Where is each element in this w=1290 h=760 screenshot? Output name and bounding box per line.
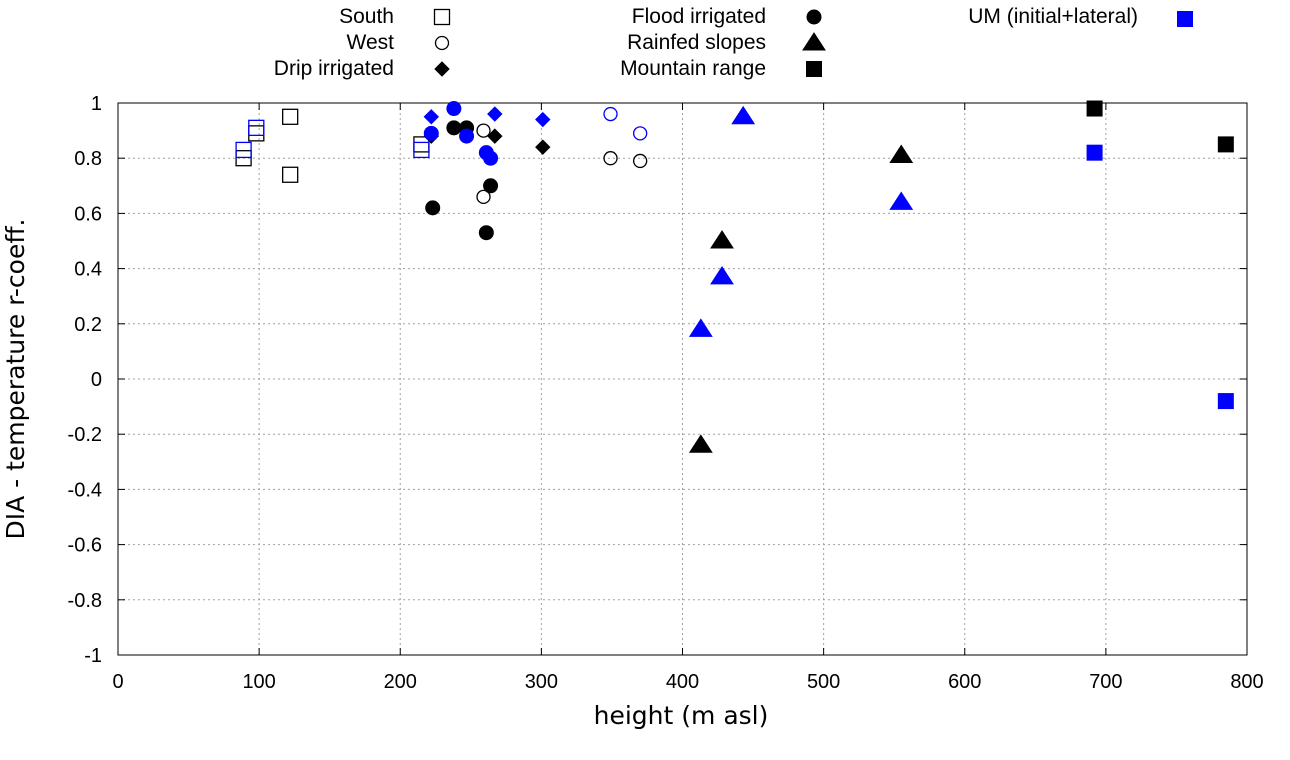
data-point bbox=[487, 106, 503, 122]
plot-frame bbox=[117, 102, 1248, 656]
data-point bbox=[446, 101, 462, 117]
y-tick-label: -0.8 bbox=[68, 590, 102, 612]
x-axis-title: height (m asl) bbox=[594, 701, 769, 730]
data-point bbox=[710, 230, 734, 249]
legend-entry: Mountain range bbox=[620, 57, 822, 80]
data-point bbox=[423, 109, 440, 125]
data-point bbox=[282, 108, 299, 125]
legend-marker bbox=[434, 61, 450, 77]
legend-label: South bbox=[339, 5, 394, 28]
data-point bbox=[688, 434, 713, 453]
data-point bbox=[889, 144, 914, 163]
y-tick-label: 0.4 bbox=[74, 259, 102, 281]
series-west bbox=[476, 123, 648, 204]
data-point bbox=[476, 123, 491, 138]
legend-entry: Rainfed slopes bbox=[627, 31, 826, 54]
legend-marker bbox=[806, 9, 822, 25]
data-points bbox=[235, 100, 1234, 453]
data-point bbox=[425, 200, 441, 216]
legend-entry: UM (initial+lateral) bbox=[968, 5, 1193, 28]
data-point bbox=[459, 128, 475, 144]
series-mountain-range bbox=[1086, 100, 1234, 153]
x-tick-label: 300 bbox=[525, 671, 558, 693]
series-rainfed-slopes bbox=[688, 144, 914, 453]
data-point bbox=[446, 120, 462, 136]
data-point bbox=[731, 105, 756, 125]
data-point bbox=[889, 191, 914, 210]
series-south bbox=[235, 108, 430, 183]
data-point bbox=[487, 128, 503, 144]
legend-label: Flood irrigated bbox=[632, 5, 766, 28]
legend-label: Drip irrigated bbox=[274, 57, 394, 80]
data-point bbox=[1217, 136, 1234, 153]
legend-entry: Drip irrigated bbox=[274, 57, 450, 80]
legend-entry: West bbox=[347, 31, 450, 54]
series-flood-irrigated-um bbox=[423, 101, 499, 166]
data-point bbox=[235, 141, 252, 159]
legend-label: UM (initial+lateral) bbox=[968, 5, 1138, 28]
y-tick-label: -1 bbox=[84, 645, 102, 667]
data-point bbox=[603, 106, 618, 122]
legend-marker bbox=[433, 8, 451, 26]
axes: 0 100 200 300 400 500 600 700 800 -1 -0.8 -0.6 -0.4 -… bbox=[68, 93, 1264, 693]
legend-label: Mountain range bbox=[620, 57, 766, 80]
data-point bbox=[535, 111, 551, 128]
data-point bbox=[282, 166, 299, 183]
grid-lines bbox=[118, 103, 1247, 655]
series-west-um bbox=[603, 106, 648, 141]
x-tick-label: 600 bbox=[948, 671, 981, 693]
y-tick-label: 1 bbox=[91, 93, 102, 115]
x-tick-label: 700 bbox=[1089, 671, 1122, 693]
data-point bbox=[688, 318, 713, 337]
y-tick-label: 0.6 bbox=[74, 203, 102, 225]
x-tick-label: 0 bbox=[112, 671, 123, 693]
data-point bbox=[235, 150, 252, 167]
data-point bbox=[483, 150, 499, 166]
data-point bbox=[483, 178, 499, 194]
x-tick-label: 400 bbox=[666, 671, 699, 693]
data-point bbox=[633, 153, 648, 169]
legend-entry: Flood irrigated bbox=[632, 5, 822, 28]
y-tick-label: 0.2 bbox=[74, 314, 102, 336]
x-tick-label: 200 bbox=[384, 671, 417, 693]
data-point bbox=[1217, 393, 1234, 410]
legend: South West Drip irrigated Flood irrigated Ra… bbox=[274, 5, 1193, 80]
legend-marker bbox=[434, 35, 450, 51]
legend-label: West bbox=[347, 31, 395, 54]
data-point bbox=[535, 139, 551, 155]
y-tick-label: -0.2 bbox=[68, 424, 102, 446]
legend-label: Rainfed slopes bbox=[627, 31, 766, 54]
data-point bbox=[476, 189, 491, 204]
legend-marker bbox=[1177, 11, 1193, 27]
x-tick-label: 100 bbox=[242, 671, 275, 693]
y-tick-label: -0.4 bbox=[68, 479, 102, 501]
data-point bbox=[1086, 100, 1103, 117]
data-point bbox=[633, 126, 648, 141]
legend-marker bbox=[802, 32, 826, 51]
data-point bbox=[478, 225, 494, 241]
y-tick-label: -0.6 bbox=[68, 535, 102, 557]
x-tick-label: 500 bbox=[807, 671, 840, 693]
y-axis-title: DIA - temperature r-coeff. bbox=[1, 218, 30, 539]
data-point bbox=[248, 125, 265, 142]
legend-entry: South bbox=[339, 5, 451, 28]
data-point bbox=[603, 151, 618, 166]
series-rainfed-slopes-um bbox=[688, 105, 914, 337]
data-point bbox=[423, 125, 439, 141]
series-drip-irrigated-um bbox=[423, 106, 551, 128]
x-tick-label: 800 bbox=[1230, 671, 1263, 693]
data-point bbox=[413, 141, 430, 159]
data-point bbox=[248, 119, 265, 136]
data-point bbox=[1086, 144, 1103, 161]
data-point bbox=[710, 265, 734, 285]
series-south-um bbox=[235, 119, 430, 159]
series-um-initial-lateral bbox=[1086, 144, 1234, 410]
legend-marker bbox=[806, 61, 822, 77]
y-tick-label: 0 bbox=[91, 369, 102, 391]
y-tick-label: 0.8 bbox=[74, 148, 102, 170]
